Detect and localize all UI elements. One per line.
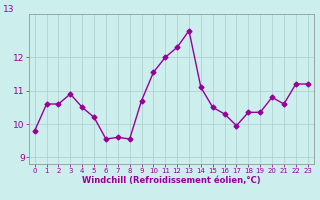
X-axis label: Windchill (Refroidissement éolien,°C): Windchill (Refroidissement éolien,°C)	[82, 176, 260, 185]
Text: 13: 13	[3, 5, 15, 14]
